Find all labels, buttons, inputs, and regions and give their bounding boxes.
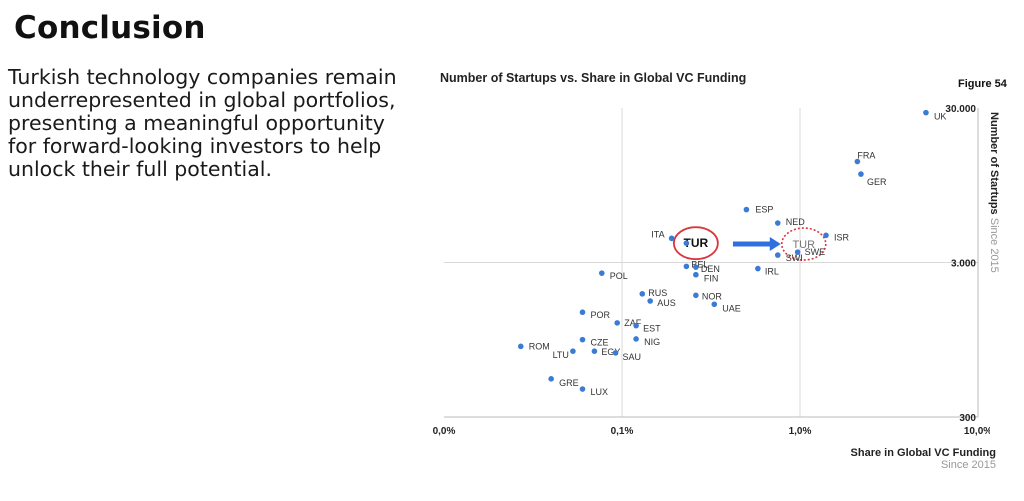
data-point [639, 291, 646, 297]
point-label: GER [867, 177, 887, 187]
data-point [570, 348, 576, 354]
data-point [693, 264, 699, 270]
point-label: NED [786, 217, 806, 227]
data-point [668, 235, 675, 242]
point-label: FIN [704, 274, 719, 284]
point-label: LTU [553, 350, 569, 360]
data-point [693, 271, 699, 278]
point-label: NOR [702, 291, 723, 301]
highlight-label: TUR [684, 236, 709, 250]
point-label: SWI [786, 253, 803, 263]
point-label: ZAF [624, 318, 642, 328]
data-point [633, 322, 639, 329]
point-label: EST [643, 324, 661, 334]
body-text: Turkish technology companies remain unde… [8, 65, 397, 181]
data-point [923, 109, 929, 116]
data-point [591, 348, 598, 354]
figure-label: Figure 54 [958, 78, 1007, 90]
point-label: ITA [651, 229, 664, 239]
data-point [823, 232, 829, 239]
x-axis-sublabel: Since 2015 [940, 459, 996, 471]
point-label: SWE [805, 247, 826, 257]
point-label: IRL [765, 267, 779, 277]
x-axis-label: Share in Global VC Funding [850, 447, 996, 459]
point-label: SAU [623, 352, 642, 362]
point-label: ROM [529, 341, 550, 351]
data-point [854, 158, 861, 165]
point-label: POR [591, 310, 611, 320]
data-point [683, 240, 690, 246]
data-point [517, 343, 524, 350]
y-tick-label: 30.000 [945, 104, 976, 115]
data-point [579, 309, 586, 316]
data-point [633, 336, 639, 342]
point-label: GRE [559, 378, 579, 388]
point-label: LUX [591, 387, 609, 397]
data-point [711, 301, 718, 308]
data-point [612, 350, 619, 356]
data-point [858, 171, 864, 177]
data-point [693, 292, 699, 299]
x-tick-label: 0,1% [611, 426, 634, 437]
data-point [647, 298, 653, 304]
arrow-head [769, 237, 781, 252]
x-tick-label: 1,0% [789, 426, 812, 437]
slide-title: Conclusion [14, 10, 206, 46]
point-label: AUS [657, 298, 676, 308]
data-point [755, 265, 761, 272]
point-label: NIG [644, 337, 660, 347]
highlight-circle [672, 226, 719, 261]
point-label: DEN [701, 264, 720, 274]
target-highlight-label: TUR [792, 239, 815, 251]
point-label: CZE [591, 338, 609, 348]
x-tick-label: 0,0% [433, 426, 456, 437]
point-label: POL [610, 271, 628, 281]
data-point [743, 206, 750, 213]
data-point [614, 320, 621, 326]
target-highlight-circle [780, 227, 827, 261]
data-point [579, 336, 586, 343]
y-axis-label: Number of Startups [988, 112, 1000, 215]
point-label: ESP [755, 205, 773, 215]
data-point [598, 270, 605, 276]
y-tick-label: 3.000 [951, 259, 976, 270]
y-axis-sublabel: Since 2015 [988, 217, 1000, 273]
x-axis-title: Share in Global VC Funding Since 2015 [851, 447, 996, 471]
x-tick-label: 10,0% [964, 426, 990, 437]
data-point [548, 376, 554, 382]
point-label: ISR [834, 232, 850, 242]
y-axis-title: Number of Startups Since 2015 [987, 112, 1000, 273]
chart-title: Number of Startups vs. Share in Global V… [440, 71, 747, 85]
data-point [774, 220, 781, 226]
data-point [774, 252, 781, 258]
y-tick-label: 300 [959, 413, 976, 424]
data-point [683, 263, 690, 270]
point-label: FRA [857, 151, 875, 161]
data-point [579, 386, 586, 392]
point-label: EGY [601, 347, 620, 357]
point-label: UK [934, 112, 947, 122]
point-label: BEL [691, 259, 708, 269]
point-label: RUS [648, 288, 667, 298]
scatter-chart: 0,0% 0,1% 1,0% 10,0% 300 3.000 30.000 TUR TUR UK F… [433, 104, 990, 437]
point-label: UAE [722, 303, 741, 313]
data-point [794, 249, 801, 255]
